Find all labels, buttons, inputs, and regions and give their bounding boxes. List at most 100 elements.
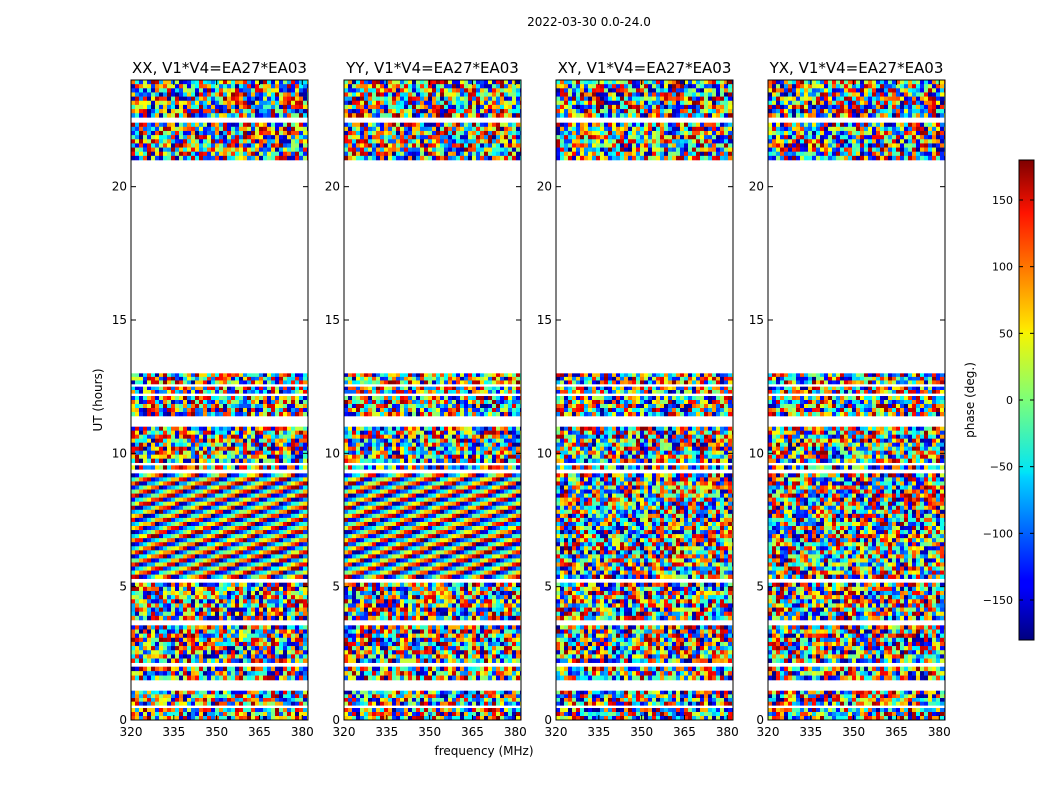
- phase-band: [344, 396, 521, 417]
- phase-band: [556, 122, 733, 161]
- y-tick-label: 5: [332, 580, 340, 594]
- x-tick-label: 380: [928, 725, 951, 739]
- phase-band: [344, 473, 521, 579]
- colorbar-tick-label: 100: [992, 261, 1013, 274]
- y-tick-label: 20: [537, 180, 552, 194]
- panel-title: YY, V1*V4=EA27*EA03: [345, 59, 519, 77]
- phase-band: [556, 426, 733, 463]
- phase-band: [131, 373, 308, 385]
- plot-frame: [130, 79, 309, 721]
- x-tick-label: 320: [757, 725, 780, 739]
- colorbar-tick-label: 150: [992, 194, 1013, 207]
- x-tick-label: 320: [333, 725, 356, 739]
- phase-band: [556, 708, 733, 721]
- x-tick-label: 350: [842, 725, 865, 739]
- plot-frame: [343, 79, 522, 721]
- panel-yx: YX, V1*V4=EA27*EA03 0 5 10 15 20 320 335 350 365 3…: [749, 59, 951, 739]
- y-tick-label: 0: [544, 713, 552, 727]
- phase-band: [131, 122, 308, 161]
- y-tick-label: 5: [756, 580, 764, 594]
- y-tick-label: 15: [112, 313, 127, 327]
- phase-band: [768, 122, 945, 161]
- phase-band: [344, 426, 521, 463]
- phase-band: [344, 708, 521, 721]
- y-tick-label: 15: [325, 313, 340, 327]
- x-tick-label: 380: [716, 725, 739, 739]
- x-tick-label: 350: [630, 725, 653, 739]
- phase-band: [131, 708, 308, 721]
- plot-frame: [767, 79, 946, 721]
- phase-band: [131, 465, 308, 470]
- phase-band: [768, 373, 945, 385]
- panel-title: XY, V1*V4=EA27*EA03: [558, 59, 732, 77]
- y-tick-label: 10: [325, 446, 340, 460]
- y-tick-label: 5: [119, 580, 127, 594]
- phase-band: [344, 666, 521, 681]
- x-tick-label: 320: [545, 725, 568, 739]
- x-tick-label: 335: [587, 725, 610, 739]
- x-tick-label: 320: [120, 725, 143, 739]
- y-tick-label: 5: [544, 580, 552, 594]
- panel-title: XX, V1*V4=EA27*EA03: [132, 59, 307, 77]
- panel-xx: XX, V1*V4=EA27*EA03 0 5 10 15 20 320 335 350 365 3…: [112, 59, 314, 739]
- phase-band: [556, 373, 733, 385]
- phase-band: [768, 625, 945, 663]
- colorbar-tick-label: −50: [990, 461, 1013, 474]
- y-tick-label: 20: [325, 180, 340, 194]
- phase-band: [344, 122, 521, 161]
- colorbar-label: phase (deg.): [963, 362, 977, 438]
- phase-band: [344, 465, 521, 470]
- panel-yy: YY, V1*V4=EA27*EA03 0 5 10 15 20 320 335 350 365 3…: [325, 59, 527, 739]
- y-tick-label: 0: [332, 713, 340, 727]
- phase-band: [768, 426, 945, 463]
- panel-title: YX, V1*V4=EA27*EA03: [769, 59, 944, 77]
- x-tick-label: 380: [291, 725, 314, 739]
- colorbar-ticks: −150 −100 −50 0 50 100 150: [983, 194, 1034, 607]
- phase-band: [768, 582, 945, 621]
- x-tick-label: 350: [418, 725, 441, 739]
- y-tick-label: 15: [537, 313, 552, 327]
- phase-band: [344, 386, 521, 394]
- phase-band: [344, 625, 521, 663]
- y-tick-label: 20: [749, 180, 764, 194]
- phase-band: [556, 396, 733, 417]
- figure-title: 2022-03-30 0.0-24.0: [527, 15, 651, 29]
- phase-band: [131, 426, 308, 463]
- y-tick-label: 10: [112, 446, 127, 460]
- phase-band: [344, 373, 521, 385]
- phase-band: [131, 582, 308, 621]
- colorbar-tick-label: 0: [1006, 394, 1013, 407]
- y-tick-label: 0: [756, 713, 764, 727]
- phase-band: [768, 80, 945, 118]
- x-axis-label: frequency (MHz): [434, 744, 533, 758]
- colorbar: −150 −100 −50 0 50 100 150 phase (deg.): [963, 159, 1035, 641]
- x-tick-label: 335: [162, 725, 185, 739]
- panel-xy: XY, V1*V4=EA27*EA03 0 5 10 15 20 320 335 350 365 3…: [537, 59, 739, 739]
- phase-band: [768, 666, 945, 681]
- phase-band: [131, 666, 308, 681]
- colorbar-tick-label: −100: [983, 527, 1013, 540]
- x-tick-label: 365: [248, 725, 271, 739]
- y-axis-label: UT (hours): [91, 368, 105, 431]
- phase-band: [768, 473, 945, 579]
- phase-band: [556, 465, 733, 470]
- colorbar-tick-label: −150: [983, 594, 1013, 607]
- y-tick-label: 10: [537, 446, 552, 460]
- phase-band: [131, 625, 308, 663]
- phase-band: [131, 473, 308, 579]
- phase-band: [556, 582, 733, 621]
- phase-band: [131, 690, 308, 706]
- phase-band: [344, 80, 521, 118]
- phase-band: [556, 80, 733, 118]
- x-tick-label: 365: [461, 725, 484, 739]
- x-tick-label: 380: [504, 725, 527, 739]
- y-tick-label: 15: [749, 313, 764, 327]
- phase-band: [556, 386, 733, 394]
- phase-band: [344, 690, 521, 706]
- x-tick-label: 350: [205, 725, 228, 739]
- phase-band: [344, 582, 521, 621]
- y-tick-label: 0: [119, 713, 127, 727]
- phase-band: [131, 80, 308, 118]
- phase-band: [768, 386, 945, 394]
